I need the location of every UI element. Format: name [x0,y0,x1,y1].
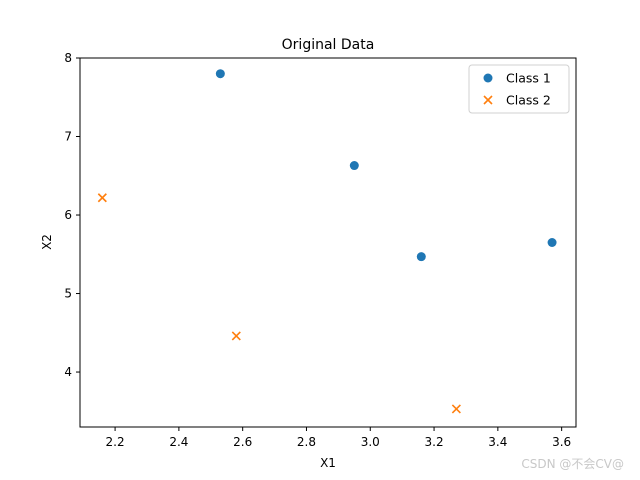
y-tick-label: 6 [64,208,72,222]
y-tick-label: 7 [64,130,72,144]
x-tick-label: 2.6 [233,435,252,449]
y-axis-label: X2 [40,234,54,250]
y-tick-label: 4 [64,365,72,379]
data-point-class-2 [231,331,241,341]
axes-frame [79,57,577,428]
watermark-text: CSDN @不会CV@ [521,457,624,471]
x-tick-label: 3.6 [552,435,571,449]
y-tick-label: 5 [64,287,72,301]
x-marker-stroke [231,331,241,341]
plot-area: 2.2 2.4 2.6 2.8 3.0 3.2 3.4 3.6 4 5 6 7 8 [64,51,577,449]
legend-label: Class 2 [506,93,551,108]
data-point-class-1 [416,252,426,262]
x-marker-stroke [451,404,461,414]
data-point-class-2 [97,193,107,203]
x-axis-label: X1 [320,456,336,470]
data-point-class-1 [547,238,557,247]
legend-marker [483,73,493,83]
series-1 [215,69,557,262]
x-tick-label: 3.4 [488,435,507,449]
x-tick-label: 3.2 [425,435,444,449]
x-tick-label: 2.8 [297,435,316,449]
x-tick-label: 2.2 [106,435,125,449]
x-tick-label: 3.0 [361,435,380,449]
data-point-class-1 [215,69,225,79]
legend-label: Class 1 [506,71,551,86]
chart-title: Original Data [282,37,375,53]
data-point-class-2 [451,404,461,414]
y-tick-label: 8 [64,51,72,65]
x-marker-stroke [97,193,107,203]
x-marker-stroke [483,95,493,105]
legend-box [468,64,570,114]
series-2 [97,193,461,414]
data-point-class-1 [349,161,359,171]
legend-marker [483,95,493,105]
legend: Class 1 Class 2 [468,64,570,114]
x-tick-label: 2.4 [169,435,188,449]
